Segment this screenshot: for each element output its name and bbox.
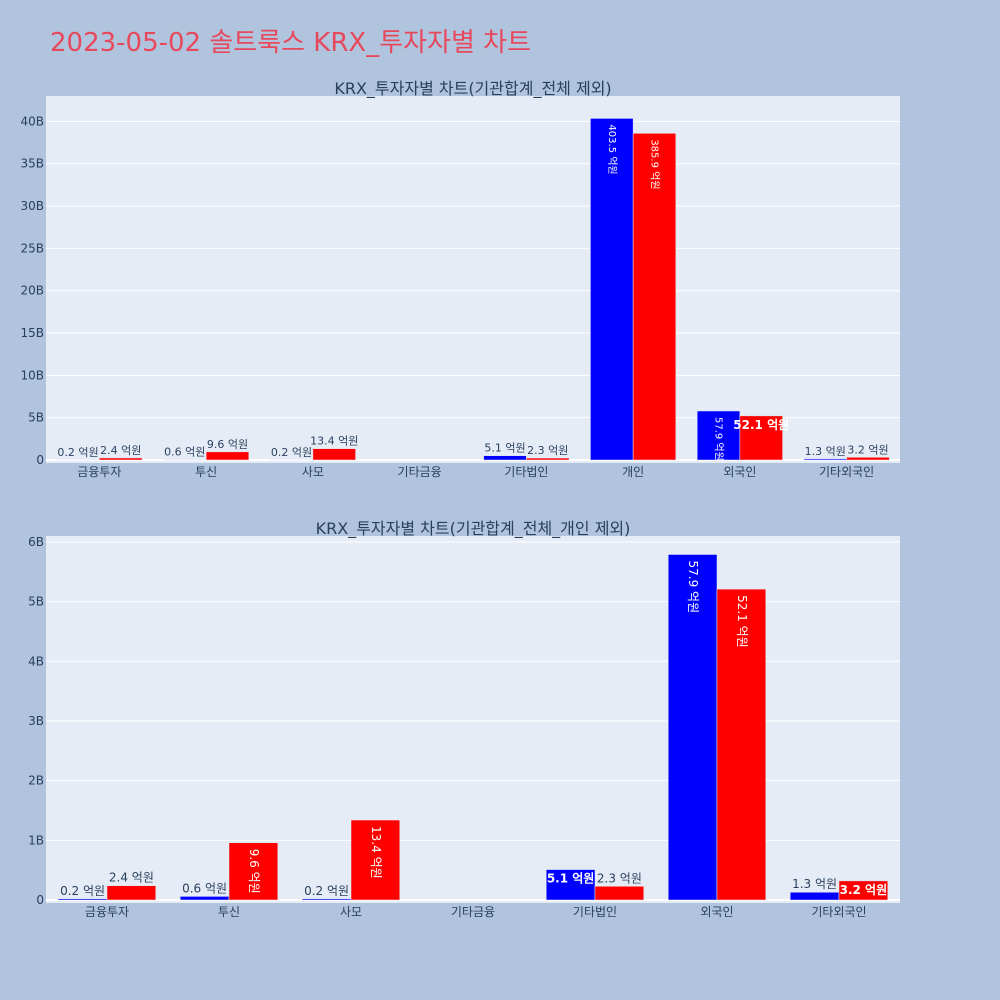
data-label: 403.5 억원 (606, 124, 618, 174)
data-label: 5.1 억원 (484, 442, 525, 455)
data-label: 2.4 억원 (109, 871, 154, 885)
x-tick-label: 기타법인 (573, 905, 617, 919)
data-label: 2.3 억원 (527, 444, 568, 457)
y-tick-label: 10B (20, 368, 44, 382)
data-label: 1.3 억원 (792, 877, 837, 891)
y-tick-label: 5B (28, 411, 44, 425)
chart-subtitle: KRX_투자자별 차트(기관합계_전체 제외) (334, 79, 611, 99)
bar[interactable] (205, 451, 250, 461)
y-tick-label: 6B (28, 535, 44, 549)
y-tick-label: 30B (20, 199, 44, 213)
x-tick-label: 기타법인 (504, 465, 548, 479)
data-label: 13.4 억원 (310, 435, 358, 448)
x-tick-label: 개인 (622, 465, 644, 479)
data-label: 2.4 억원 (100, 444, 141, 457)
y-tick-label: 35B (20, 157, 44, 171)
bar[interactable] (789, 891, 840, 901)
y-tick-label: 4B (28, 654, 44, 668)
y-tick-label: 3B (28, 714, 44, 728)
y-tick-label: 0 (36, 453, 44, 467)
data-label: 5.1 억원 (547, 872, 595, 886)
bar[interactable] (312, 448, 356, 461)
data-label: 0.6 억원 (164, 445, 205, 458)
chart-subtitle: KRX_투자자별 차트(기관합계_전체_개인 제외) (316, 519, 631, 539)
bar[interactable] (301, 898, 352, 901)
bar[interactable] (228, 842, 279, 901)
data-label: 9.6 억원 (247, 849, 261, 894)
data-label: 0.2 억원 (57, 446, 98, 459)
bar[interactable] (545, 869, 596, 901)
chart-panel-1: 0 5B 10B 15B 20B 25B 30B 35B 40B KRX_투자자별 차트(기관합계… (20, 79, 900, 479)
x-tick-label: 기타금융 (451, 905, 495, 919)
x-tick-label: 외국인 (723, 465, 756, 479)
y-tick-label: 20B (20, 284, 44, 298)
y-tick-label: 5B (28, 595, 44, 609)
x-tick-label: 기타금융 (398, 465, 442, 479)
plot-area (46, 96, 900, 463)
data-label: 9.6 억원 (207, 438, 248, 451)
bar[interactable] (838, 880, 889, 901)
x-tick-label: 사모 (302, 465, 324, 479)
bar[interactable] (667, 554, 718, 901)
data-label: 52.1 억원 (735, 595, 749, 648)
x-tick-label: 투신 (218, 905, 240, 919)
data-label: 1.3 억원 (805, 445, 846, 458)
bar[interactable] (846, 457, 890, 461)
bar[interactable] (696, 410, 741, 461)
y-tick-label: 25B (20, 241, 44, 255)
data-label: 13.4 억원 (369, 826, 383, 879)
data-label: 57.9 억원 (686, 560, 700, 613)
x-tick-label: 금융투자 (85, 905, 129, 919)
page-title: 2023-05-02 솔트룩스 KRX_투자자별 차트 (50, 28, 532, 58)
bar[interactable] (716, 588, 767, 901)
plot-area (46, 536, 900, 903)
bar[interactable] (803, 458, 847, 461)
data-label: 2.3 억원 (597, 871, 642, 885)
bar[interactable] (590, 118, 634, 461)
data-label: 0.2 억원 (304, 884, 349, 898)
chart-panel-2: 0 1B 2B 3B 4B 5B 6B KRX_투자자별 차트(기관합계_전체_개인 제외) 금… (28, 519, 900, 919)
x-tick-label: 외국인 (700, 905, 733, 919)
data-label: 52.1 억원 (733, 418, 789, 432)
bar[interactable] (526, 457, 570, 461)
data-label: 3.2 억원 (840, 883, 888, 897)
bar[interactable] (57, 898, 108, 901)
x-tick-label: 금융투자 (77, 465, 121, 479)
data-label: 3.2 억원 (847, 443, 888, 456)
data-label: 385.9 억원 (648, 139, 660, 189)
y-tick-label: 40B (20, 114, 44, 128)
bar[interactable] (632, 133, 677, 461)
bar[interactable] (163, 459, 207, 461)
bar[interactable] (483, 455, 527, 461)
bar[interactable] (179, 896, 230, 901)
x-tick-label: 기타외국인 (819, 465, 874, 479)
data-label: 0.2 억원 (271, 446, 312, 459)
y-tick-label: 0 (36, 893, 44, 907)
y-tick-label: 1B (28, 833, 44, 847)
bar[interactable] (350, 819, 401, 901)
data-label: 0.2 억원 (60, 884, 105, 898)
y-tick-label: 15B (20, 326, 44, 340)
x-tick-label: 사모 (340, 905, 362, 919)
x-tick-label: 기타외국인 (811, 905, 866, 919)
bar[interactable] (739, 415, 783, 461)
x-tick-label: 투신 (195, 465, 217, 479)
bar[interactable] (99, 457, 143, 461)
y-tick-label: 2B (28, 774, 44, 788)
data-label: 0.6 억원 (182, 881, 227, 895)
bar[interactable] (594, 886, 645, 901)
bar[interactable] (106, 885, 157, 901)
data-label: 57.9 억원 (713, 417, 725, 461)
